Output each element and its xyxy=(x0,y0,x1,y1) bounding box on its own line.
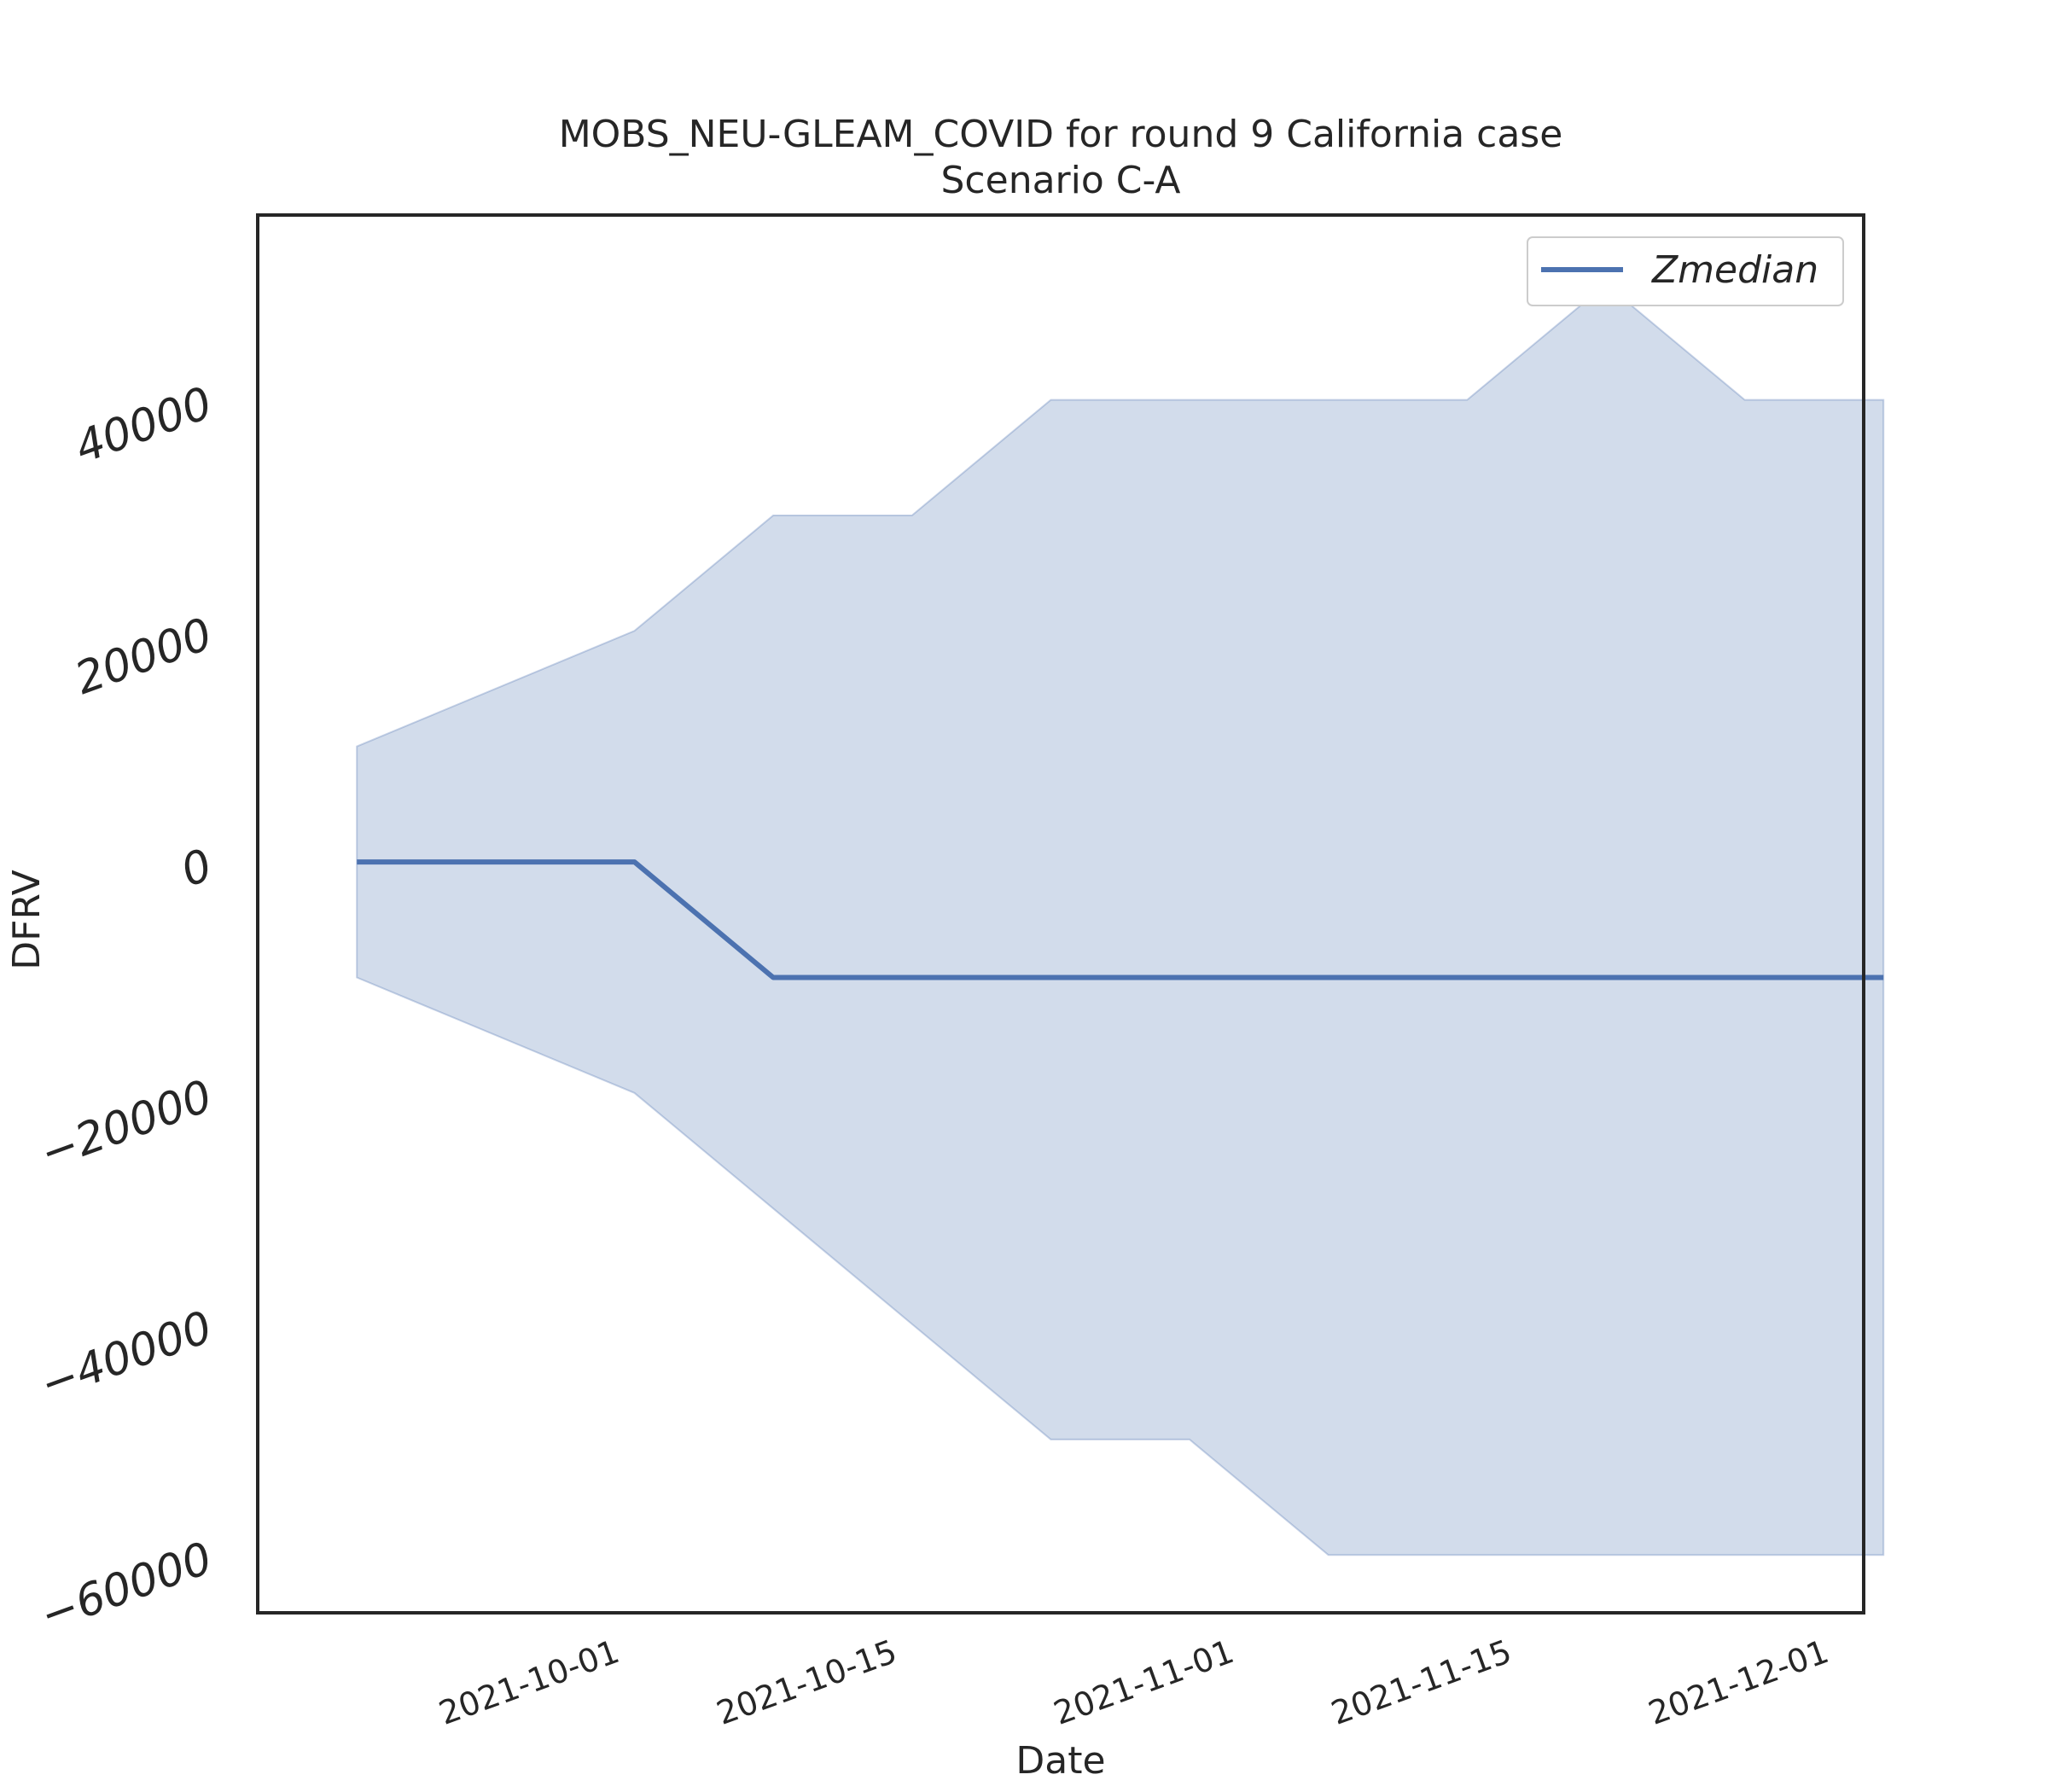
y-tick-label: −20000 xyxy=(34,1071,219,1180)
x-tick-label: 2021-11-01 xyxy=(1049,1632,1239,1732)
y-tick-label: 0 xyxy=(175,840,219,898)
legend: Zmedian xyxy=(1527,236,1844,306)
plot-frame xyxy=(256,213,1865,1615)
x-axis-label: Date xyxy=(1015,1739,1105,1783)
x-axis-ticks: 2021-10-01 2021-10-15 2021-11-01 2021-11-15… xyxy=(434,1632,1834,1732)
chart-title: MOBS_NEU-GLEAM_COVID for round 9 Califor… xyxy=(559,113,1563,156)
series-line-zmedian xyxy=(357,859,1884,980)
confidence-band-zmedian xyxy=(356,282,1885,1556)
legend-label-zmedian: Zmedian xyxy=(1651,248,1818,292)
y-tick-label: 40000 xyxy=(68,377,218,474)
y-tick-label: −60000 xyxy=(34,1533,219,1642)
legend-box xyxy=(1527,236,1844,306)
plot-area xyxy=(356,282,1885,1556)
y-tick-label: 20000 xyxy=(68,608,218,705)
x-tick-label: 2021-12-01 xyxy=(1644,1632,1834,1732)
y-tick-label: −40000 xyxy=(34,1301,219,1411)
x-tick-label: 2021-10-15 xyxy=(712,1632,902,1732)
x-tick-label: 2021-11-15 xyxy=(1326,1632,1516,1732)
x-tick-label: 2021-10-01 xyxy=(434,1632,625,1732)
y-axis-ticks: 40000 20000 0 −20000 −40000 −60000 xyxy=(34,377,219,1642)
y-axis-label: DFRV xyxy=(5,870,49,969)
chart-subtitle: Scenario C-A xyxy=(941,159,1181,202)
